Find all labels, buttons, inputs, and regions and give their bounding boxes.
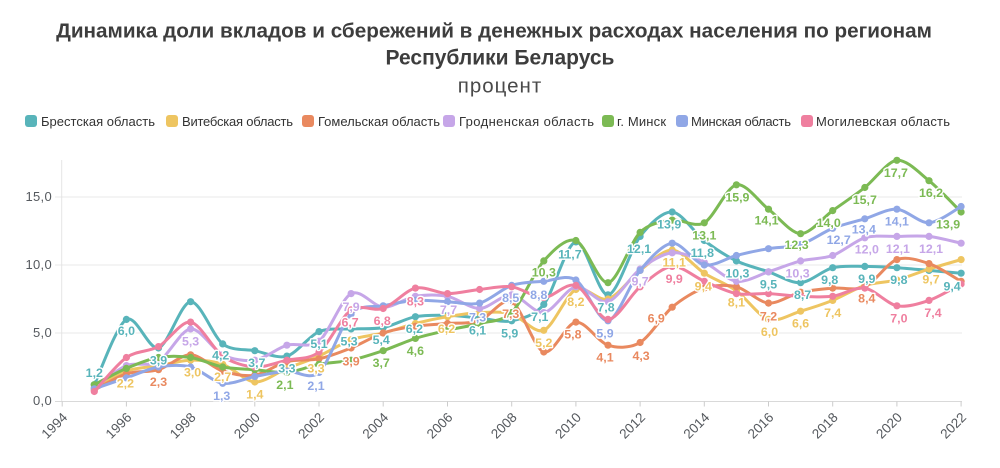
svg-text:6,6: 6,6: [792, 317, 809, 331]
svg-text:2,7: 2,7: [214, 370, 231, 384]
svg-text:16,2: 16,2: [919, 186, 943, 200]
svg-text:8,3: 8,3: [407, 295, 424, 309]
svg-text:7,7: 7,7: [440, 303, 457, 317]
svg-text:13,4: 13,4: [852, 222, 876, 236]
svg-text:2,1: 2,1: [276, 378, 293, 392]
svg-text:1,2: 1,2: [86, 366, 103, 380]
svg-text:7,4: 7,4: [824, 306, 841, 320]
svg-text:8,1: 8,1: [728, 295, 745, 309]
svg-text:5,4: 5,4: [373, 333, 390, 347]
svg-text:14,0: 14,0: [817, 216, 841, 230]
svg-text:11,1: 11,1: [662, 256, 686, 270]
svg-text:3,9: 3,9: [342, 355, 359, 369]
svg-text:4,6: 4,6: [407, 344, 424, 358]
svg-text:10,3: 10,3: [786, 266, 810, 280]
svg-text:13,1: 13,1: [692, 228, 716, 242]
svg-text:12,1: 12,1: [886, 242, 910, 256]
svg-text:12,1: 12,1: [919, 242, 943, 256]
svg-text:9,9: 9,9: [858, 272, 875, 286]
svg-text:8,8: 8,8: [530, 288, 547, 302]
svg-text:11,8: 11,8: [691, 246, 715, 260]
svg-text:Гомельская область: Гомельская область: [318, 114, 440, 129]
svg-text:5,1: 5,1: [310, 337, 327, 351]
svg-text:10,3: 10,3: [725, 266, 749, 280]
svg-text:8,5: 8,5: [502, 291, 519, 305]
svg-text:Витебская область: Витебская область: [182, 114, 293, 129]
svg-text:Республики Беларусь: Республики Беларусь: [386, 47, 615, 70]
svg-text:12,1: 12,1: [627, 242, 651, 256]
svg-text:2,2: 2,2: [117, 377, 134, 391]
svg-text:5,3: 5,3: [340, 334, 357, 348]
svg-text:2,3: 2,3: [150, 375, 167, 389]
svg-text:13,9: 13,9: [936, 218, 960, 232]
svg-text:7,4: 7,4: [924, 306, 941, 320]
svg-text:6,2: 6,2: [406, 322, 423, 336]
svg-text:3,7: 3,7: [248, 356, 265, 370]
svg-text:5,3: 5,3: [182, 334, 199, 348]
svg-text:3,0: 3,0: [184, 366, 201, 380]
svg-text:4,1: 4,1: [596, 351, 613, 365]
svg-text:8,4: 8,4: [858, 291, 875, 305]
svg-text:12,7: 12,7: [827, 233, 851, 247]
svg-text:6,1: 6,1: [469, 324, 486, 338]
svg-text:Динамика доли вкладов и сбереж: Динамика доли вкладов и сбережений в ден…: [56, 20, 932, 43]
svg-text:7,0: 7,0: [890, 311, 907, 325]
svg-text:Гродненская область: Гродненская область: [459, 114, 594, 129]
svg-text:7,3: 7,3: [469, 311, 486, 325]
svg-text:9,7: 9,7: [631, 275, 648, 289]
svg-text:10,3: 10,3: [532, 265, 556, 279]
svg-text:процент: процент: [458, 75, 543, 98]
svg-text:4,2: 4,2: [212, 348, 229, 362]
svg-text:6,0: 6,0: [761, 325, 778, 339]
svg-text:9,9: 9,9: [666, 272, 683, 286]
svg-text:11,7: 11,7: [558, 247, 582, 261]
svg-text:13,9: 13,9: [657, 218, 681, 232]
svg-text:0,0: 0,0: [33, 393, 52, 408]
svg-text:6,9: 6,9: [648, 312, 665, 326]
svg-text:5,8: 5,8: [564, 328, 581, 342]
svg-text:7,2: 7,2: [760, 310, 777, 324]
svg-text:1,4: 1,4: [246, 388, 263, 402]
svg-text:6,2: 6,2: [438, 322, 455, 336]
svg-text:8,7: 8,7: [794, 288, 811, 302]
svg-text:7,8: 7,8: [597, 300, 614, 314]
svg-text:Могилевская область: Могилевская область: [816, 114, 950, 129]
svg-text:15,7: 15,7: [853, 193, 877, 207]
svg-text:12,0: 12,0: [855, 242, 879, 256]
svg-text:7,3: 7,3: [502, 307, 519, 321]
svg-text:5,2: 5,2: [535, 336, 552, 350]
svg-text:5,0: 5,0: [33, 325, 52, 340]
svg-text:4,3: 4,3: [632, 349, 649, 363]
svg-text:6,0: 6,0: [118, 324, 135, 338]
svg-text:9,8: 9,8: [890, 273, 907, 287]
svg-text:1,3: 1,3: [213, 389, 230, 403]
svg-text:17,7: 17,7: [884, 166, 908, 180]
svg-text:9,4: 9,4: [695, 280, 712, 294]
svg-text:12,3: 12,3: [785, 238, 809, 252]
svg-text:5,9: 5,9: [501, 326, 518, 340]
svg-text:9,5: 9,5: [760, 277, 777, 291]
svg-text:15,0: 15,0: [25, 189, 52, 204]
svg-text:Брестская область: Брестская область: [41, 114, 155, 129]
svg-text:5,9: 5,9: [596, 326, 613, 340]
svg-text:6,8: 6,8: [374, 314, 391, 328]
svg-text:7,1: 7,1: [531, 310, 548, 324]
svg-text:9,7: 9,7: [922, 273, 939, 287]
svg-text:14,1: 14,1: [885, 215, 909, 229]
svg-text:8,2: 8,2: [567, 295, 584, 309]
svg-text:9,4: 9,4: [943, 280, 960, 294]
svg-text:3,7: 3,7: [373, 356, 390, 370]
svg-text:9,8: 9,8: [821, 273, 838, 287]
svg-text:3,9: 3,9: [150, 354, 167, 368]
svg-text:3,3: 3,3: [307, 362, 324, 376]
svg-text:7,9: 7,9: [342, 300, 359, 314]
svg-text:10,0: 10,0: [25, 257, 52, 272]
svg-text:15,9: 15,9: [725, 190, 749, 204]
svg-text:14,1: 14,1: [754, 214, 778, 228]
svg-text:3,3: 3,3: [278, 362, 295, 376]
svg-text:6,7: 6,7: [341, 315, 358, 329]
svg-text:2,1: 2,1: [307, 379, 324, 393]
svg-text:Минская область: Минская область: [691, 114, 791, 129]
svg-text:г. Минск: г. Минск: [617, 114, 666, 129]
